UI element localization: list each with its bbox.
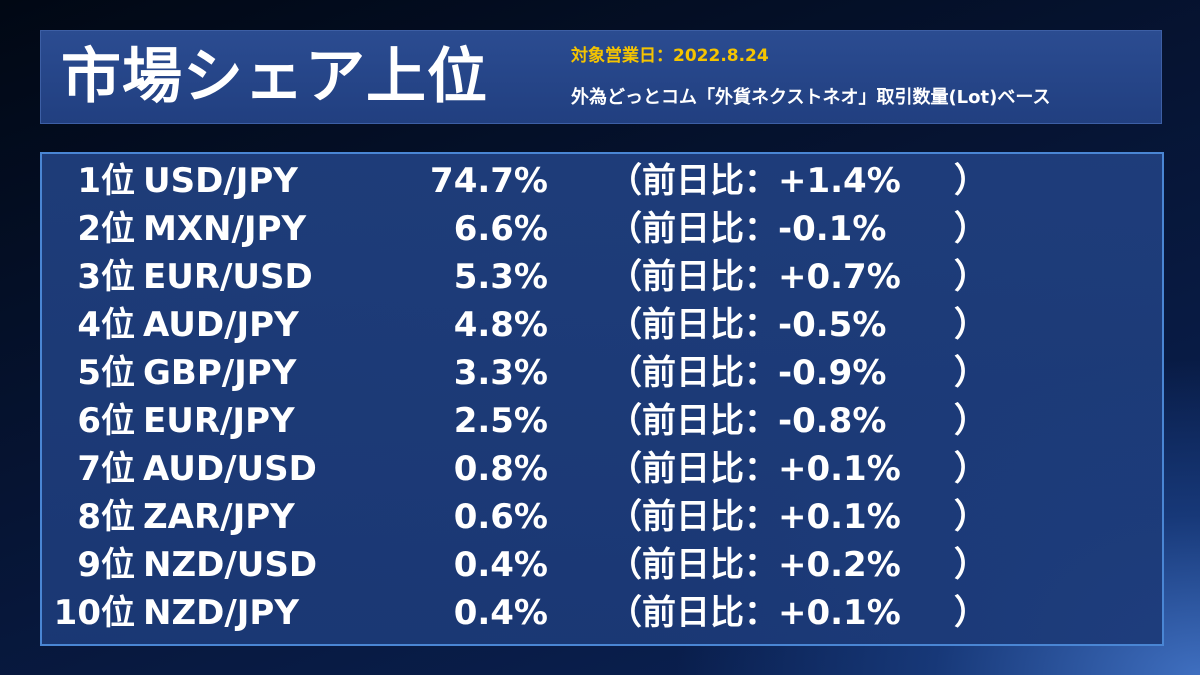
change-prefix: （前日比：	[608, 497, 778, 537]
change-prefix: （前日比：	[608, 305, 778, 345]
basis-note: 外為どっとコム「外貨ネクストネオ」取引数量(Lot)ベース	[571, 87, 1051, 108]
change-prefix: （前日比：	[608, 401, 778, 441]
change-suffix: ）	[954, 593, 988, 633]
currency-pair: NZD/JPY	[143, 593, 299, 633]
ranking-row: 2位 MXN/JPY 6.6% （前日比：-0.1% ）	[42, 205, 1162, 253]
change-suffix: ）	[954, 401, 988, 441]
change-prefix: （前日比：	[608, 161, 778, 201]
currency-pair: NZD/USD	[143, 545, 318, 585]
day-change: （前日比：+0.1%	[608, 589, 901, 637]
ranking-row: 10位 NZD/JPY 0.4% （前日比：+0.1% ）	[42, 589, 1162, 637]
market-share: 5.3%	[453, 257, 548, 297]
market-share: 3.3%	[453, 353, 548, 393]
rank-label: 1位	[77, 161, 135, 201]
rank-label: 3位	[77, 257, 135, 297]
rank-label: 6位	[77, 401, 135, 441]
ranking-row: 3位 EUR/USD 5.3% （前日比：+0.7% ）	[42, 253, 1162, 301]
market-share: 2.5%	[453, 401, 548, 441]
page-title: 市場シェア上位	[61, 42, 488, 112]
change-suffix: ）	[954, 209, 988, 249]
change-suffix: ）	[954, 257, 988, 297]
change-value: +1.4%	[778, 161, 901, 201]
change-suffix: ）	[954, 353, 988, 393]
currency-pair: EUR/USD	[143, 257, 313, 297]
market-share: 0.6%	[453, 497, 548, 537]
change-suffix: ）	[954, 161, 988, 201]
business-date-label: 対象営業日：2022.8.24	[571, 46, 769, 66]
ranking-table: 1位 USD/JPY 74.7% （前日比：+1.4% ） 2位 MXN/JPY…	[40, 152, 1164, 646]
ranking-row: 7位 AUD/USD 0.8% （前日比：+0.1% ）	[42, 445, 1162, 493]
day-change: （前日比：+0.1%	[608, 445, 901, 493]
day-change: （前日比：+1.4%	[608, 157, 901, 205]
day-change: （前日比：+0.1%	[608, 493, 901, 541]
rank-label: 10位	[53, 593, 135, 633]
rank-label: 5位	[77, 353, 135, 393]
change-prefix: （前日比：	[608, 593, 778, 633]
market-share: 4.8%	[453, 305, 548, 345]
currency-pair: EUR/JPY	[143, 401, 295, 441]
change-value: +0.1%	[778, 449, 901, 489]
market-share: 6.6%	[453, 209, 548, 249]
ranking-row: 6位 EUR/JPY 2.5% （前日比：-0.8% ）	[42, 397, 1162, 445]
market-share: 0.4%	[453, 593, 548, 633]
market-share: 0.8%	[453, 449, 548, 489]
rank-label: 8位	[77, 497, 135, 537]
currency-pair: GBP/JPY	[143, 353, 297, 393]
day-change: （前日比：+0.7%	[608, 253, 901, 301]
change-suffix: ）	[954, 449, 988, 489]
change-value: -0.9%	[778, 353, 887, 393]
change-value: -0.8%	[778, 401, 887, 441]
rank-label: 4位	[77, 305, 135, 345]
currency-pair: ZAR/JPY	[143, 497, 295, 537]
change-prefix: （前日比：	[608, 257, 778, 297]
change-value: +0.7%	[778, 257, 901, 297]
change-value: +0.1%	[778, 593, 901, 633]
day-change: （前日比：+0.2%	[608, 541, 901, 589]
ranking-row: 5位 GBP/JPY 3.3% （前日比：-0.9% ）	[42, 349, 1162, 397]
ranking-row: 9位 NZD/USD 0.4% （前日比：+0.2% ）	[42, 541, 1162, 589]
day-change: （前日比：-0.1%	[608, 205, 886, 253]
change-prefix: （前日比：	[608, 545, 778, 585]
change-value: -0.1%	[778, 209, 887, 249]
day-change: （前日比：-0.9%	[608, 349, 886, 397]
market-share: 0.4%	[453, 545, 548, 585]
day-change: （前日比：-0.5%	[608, 301, 886, 349]
currency-pair: USD/JPY	[143, 161, 298, 201]
change-prefix: （前日比：	[608, 209, 778, 249]
change-value: +0.1%	[778, 497, 901, 537]
currency-pair: AUD/USD	[143, 449, 317, 489]
rank-label: 9位	[77, 545, 135, 585]
change-suffix: ）	[954, 497, 988, 537]
rank-label: 2位	[77, 209, 135, 249]
change-prefix: （前日比：	[608, 449, 778, 489]
change-suffix: ）	[954, 545, 988, 585]
change-value: -0.5%	[778, 305, 887, 345]
market-share: 74.7%	[430, 161, 548, 201]
currency-pair: MXN/JPY	[143, 209, 307, 249]
ranking-row: 4位 AUD/JPY 4.8% （前日比：-0.5% ）	[42, 301, 1162, 349]
change-suffix: ）	[954, 305, 988, 345]
day-change: （前日比：-0.8%	[608, 397, 886, 445]
rank-label: 7位	[77, 449, 135, 489]
change-prefix: （前日比：	[608, 353, 778, 393]
ranking-row: 1位 USD/JPY 74.7% （前日比：+1.4% ）	[42, 157, 1162, 205]
change-value: +0.2%	[778, 545, 901, 585]
ranking-row: 8位 ZAR/JPY 0.6% （前日比：+0.1% ）	[42, 493, 1162, 541]
currency-pair: AUD/JPY	[143, 305, 299, 345]
header-panel: 市場シェア上位 対象営業日：2022.8.24 外為どっとコム「外貨ネクストネオ…	[40, 30, 1162, 124]
